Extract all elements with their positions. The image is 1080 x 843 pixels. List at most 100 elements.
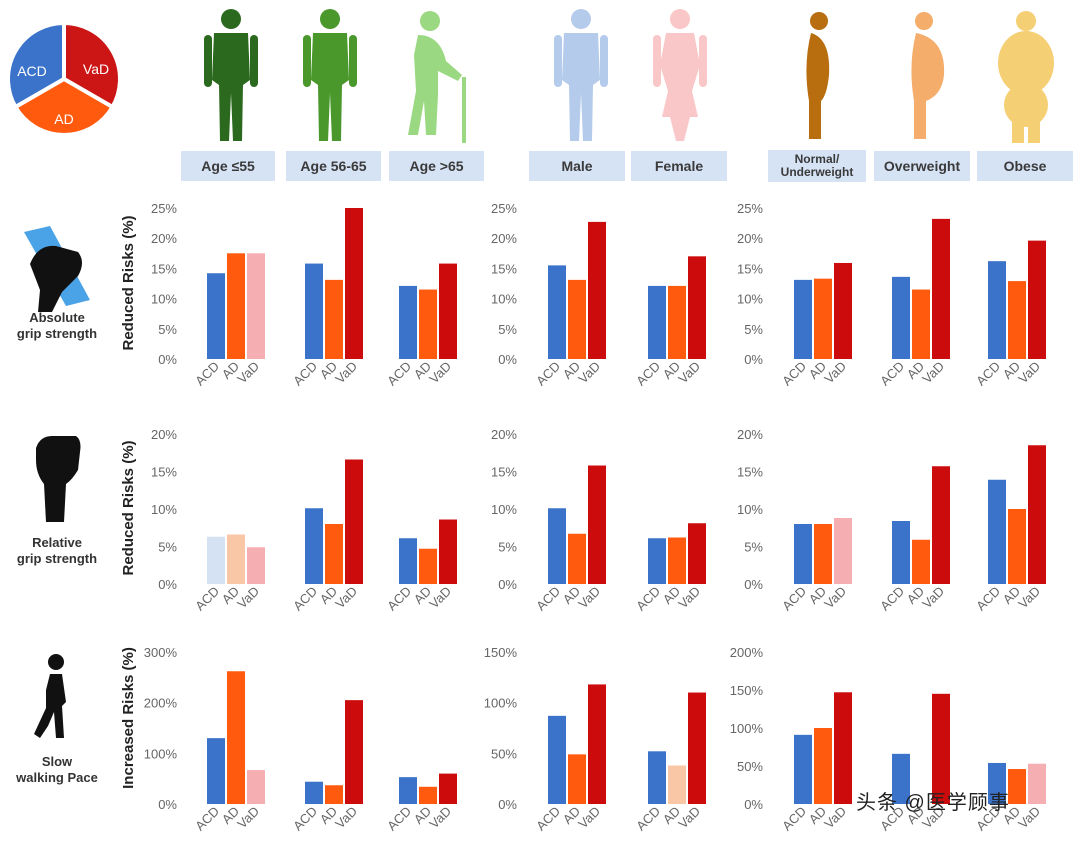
y-tick-label: 5% (158, 540, 177, 555)
x-tick-label: ACD (779, 584, 809, 614)
bar-ad (668, 285, 686, 359)
bar-vad (345, 459, 363, 584)
group-header-4: Male (529, 151, 625, 181)
group-header-8: Obese (977, 151, 1073, 181)
bar-ad (419, 548, 437, 584)
y-tick-label: 200% (144, 696, 178, 711)
y-tick-label: 5% (158, 322, 177, 337)
x-tick-label: VaD (426, 804, 454, 832)
bar-acd (988, 479, 1006, 584)
y-tick-label: 0% (744, 352, 763, 367)
y-tick-label: 25% (491, 201, 517, 216)
y-tick-label: 10% (737, 502, 763, 517)
y-tick-label: 15% (491, 465, 517, 480)
bar-vad (688, 692, 706, 804)
bar-acd (794, 734, 812, 804)
bar-vad (345, 700, 363, 804)
bar-acd (548, 508, 566, 584)
bar-vad (247, 253, 265, 359)
pie-label-acd: ACD (17, 63, 47, 79)
bar-acd (548, 715, 566, 804)
y-tick-label: 200% (730, 645, 764, 660)
x-tick-label: ACD (877, 359, 907, 389)
bar-vad (1028, 763, 1046, 804)
bar-ad (227, 534, 245, 584)
silhouette-6 (806, 12, 830, 139)
bar-ad (1008, 769, 1026, 804)
y-tick-label: 20% (151, 231, 177, 246)
metric-label-2: Relative grip strength (16, 535, 98, 566)
bar-acd (207, 738, 225, 804)
x-tick-label: ACD (533, 584, 563, 614)
y-tick-label: 0% (158, 797, 177, 812)
y-tick-label: 150% (730, 683, 764, 698)
bar-vad (588, 465, 606, 584)
x-tick-label: VaD (426, 359, 454, 387)
bar-acd (399, 285, 417, 359)
bar-vad (688, 256, 706, 359)
x-tick-label: ACD (533, 359, 563, 389)
y-tick-label: 20% (491, 427, 517, 442)
x-tick-label: ACD (192, 359, 222, 389)
x-tick-label: VaD (1015, 584, 1043, 612)
y-tick-label: 5% (744, 540, 763, 555)
x-tick-label: VaD (675, 804, 703, 832)
x-tick-label: VaD (1015, 359, 1043, 387)
y-tick-label: 50% (737, 759, 763, 774)
silhouette-7 (911, 12, 945, 139)
y-tick-label: 15% (151, 261, 177, 276)
bar-acd (648, 538, 666, 584)
bar-acd (305, 781, 323, 804)
bar-ad (1008, 509, 1026, 584)
silhouette-5 (653, 9, 707, 141)
group-header-6: Normal/Underweight (768, 150, 866, 182)
silhouette-3 (408, 11, 466, 143)
bar-vad (834, 262, 852, 359)
group-header-1: Age ≤55 (181, 151, 275, 181)
y-tick-label: 100% (484, 696, 518, 711)
watermark: 头条 @医学顾事 (856, 792, 1010, 814)
bar-vad (247, 547, 265, 584)
group-header-3: Age >65 (389, 151, 484, 181)
y-tick-label: 25% (151, 201, 177, 216)
bar-ad (568, 533, 586, 584)
x-tick-label: ACD (384, 359, 414, 389)
bar-vad (688, 523, 706, 584)
y-tick-label: 0% (498, 352, 517, 367)
metric-label-1: Absolute grip strength (16, 310, 98, 341)
x-tick-label: VaD (332, 359, 360, 387)
group-header-7: Overweight (874, 151, 970, 181)
legend-pie: ACD VaD AD (6, 20, 122, 137)
bar-acd (399, 538, 417, 584)
y-tick-label: 0% (744, 577, 763, 592)
bar-ad (325, 785, 343, 804)
y-tick-label: 20% (151, 427, 177, 442)
y-tick-label: 20% (737, 231, 763, 246)
y-tick-label: 5% (498, 540, 517, 555)
x-tick-label: ACD (779, 359, 809, 389)
x-tick-label: VaD (234, 359, 262, 387)
x-tick-label: ACD (633, 804, 663, 834)
silhouette-8 (998, 11, 1054, 143)
silhouette-1 (204, 9, 258, 141)
bar-acd (988, 762, 1006, 804)
bar-ad (325, 524, 343, 584)
bar-vad (932, 466, 950, 584)
bar-acd (305, 263, 323, 359)
y-tick-label: 0% (498, 797, 517, 812)
grip-hand-icon (24, 226, 90, 312)
bar-vad (932, 218, 950, 359)
